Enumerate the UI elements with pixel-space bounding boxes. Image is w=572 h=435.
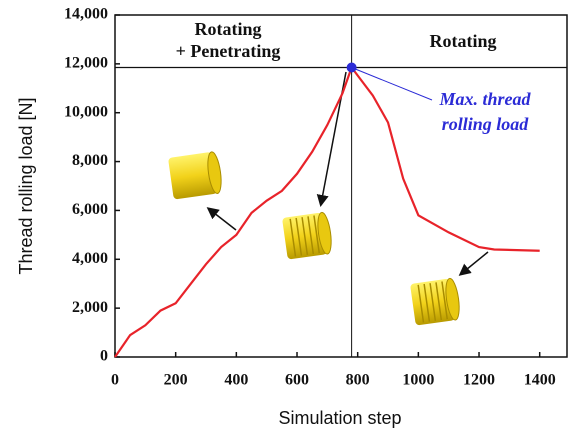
x-axis-title: Simulation step bbox=[278, 408, 401, 428]
y-axis-title: Thread rolling load [N] bbox=[16, 97, 36, 274]
y-tick-label: 2,000 bbox=[72, 299, 108, 316]
region-label: Rotating bbox=[195, 19, 262, 39]
peak-label: Max. thread bbox=[438, 89, 531, 109]
arrow bbox=[206, 207, 237, 231]
cylinder-icon bbox=[168, 151, 222, 200]
y-tick-label: 14,000 bbox=[64, 6, 108, 23]
peak-label: rolling load bbox=[442, 114, 530, 134]
x-tick-label: 1400 bbox=[524, 372, 556, 389]
y-tick-label: 12,000 bbox=[64, 55, 108, 72]
x-tick-label: 1200 bbox=[463, 372, 495, 389]
x-tick-label: 400 bbox=[224, 372, 248, 389]
x-tick-label: 600 bbox=[285, 372, 309, 389]
x-tick-label: 200 bbox=[164, 372, 188, 389]
y-tick-label: 6,000 bbox=[72, 201, 108, 218]
load-line bbox=[114, 65, 540, 358]
y-tick-label: 10,000 bbox=[64, 103, 108, 120]
region-label: Rotating bbox=[430, 31, 497, 51]
arrow bbox=[458, 251, 489, 276]
y-tick-label: 0 bbox=[100, 348, 108, 365]
x-tick-label: 0 bbox=[111, 372, 119, 389]
cylinder-icon bbox=[410, 277, 460, 326]
y-tick-label: 8,000 bbox=[72, 152, 108, 169]
cylinder-icon bbox=[282, 211, 332, 260]
x-tick-label: 800 bbox=[346, 372, 370, 389]
plot-frame bbox=[114, 14, 568, 358]
y-tick-label: 4,000 bbox=[72, 250, 108, 267]
peak-marker bbox=[346, 62, 357, 73]
x-tick-label: 1000 bbox=[402, 372, 434, 389]
region-label: + Penetrating bbox=[176, 41, 281, 61]
peak-leader bbox=[351, 67, 433, 101]
